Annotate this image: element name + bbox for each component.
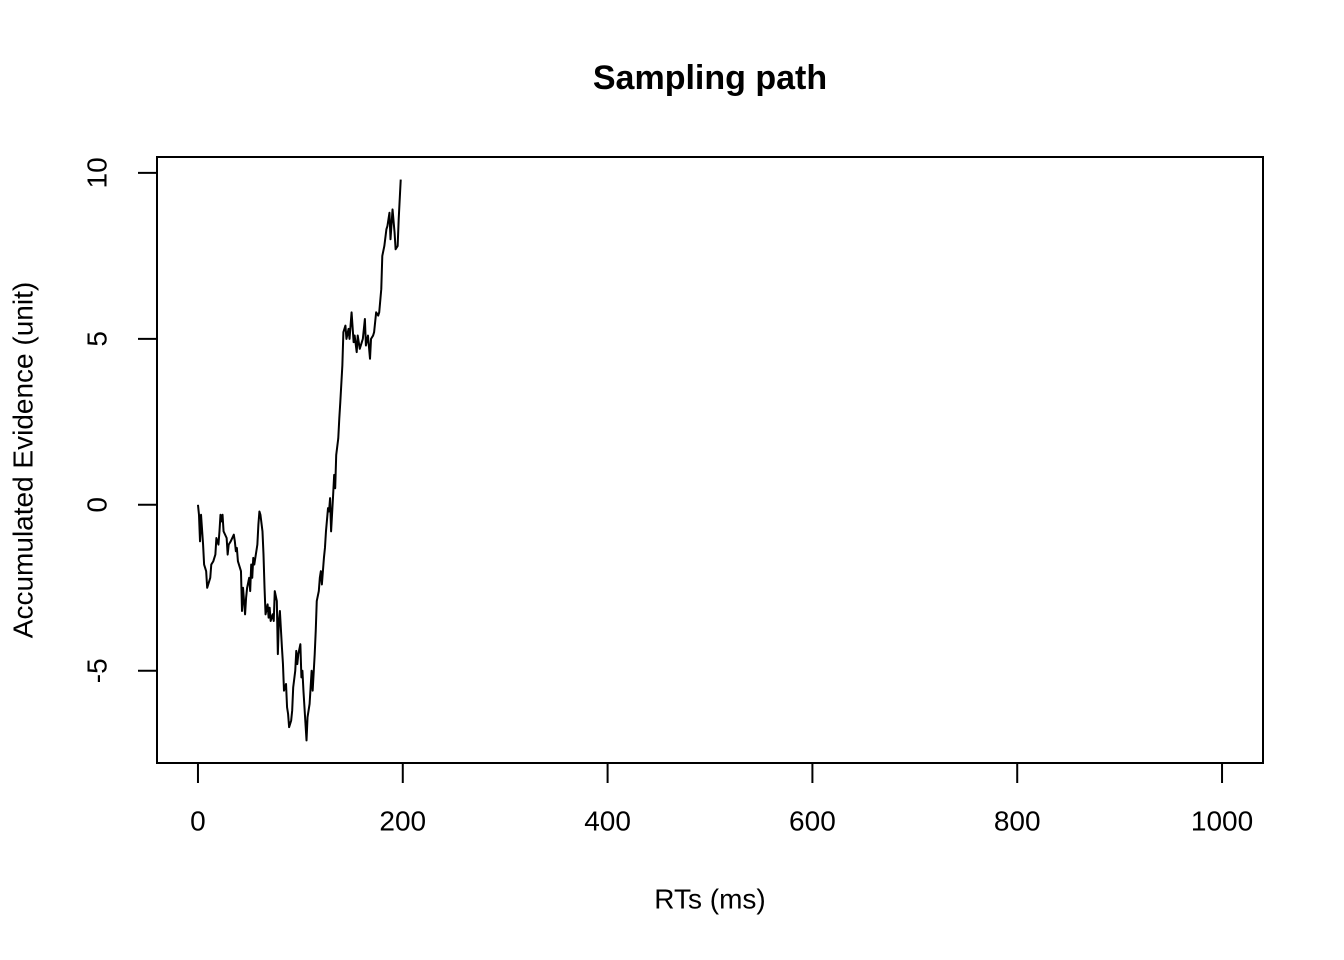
y-tick-label: 5 [81,331,112,347]
x-tick-label: 400 [584,805,631,836]
y-axis-label: Accumulated Evidence (unit) [7,282,38,638]
chart-title: Sampling path [593,59,827,97]
plot-box [156,156,1264,764]
data-line [196,179,402,742]
y-tick-label: 10 [81,157,112,188]
x-tick-label: 0 [190,805,206,836]
x-tick-label: 800 [994,805,1041,836]
y-tick-label: 0 [81,497,112,513]
x-axis-label: RTs (ms) [654,883,765,914]
x-tick-label: 1000 [1191,805,1253,836]
x-tick-label: 200 [379,805,426,836]
x-tick-label: 600 [789,805,836,836]
y-tick-label: -5 [81,658,112,683]
